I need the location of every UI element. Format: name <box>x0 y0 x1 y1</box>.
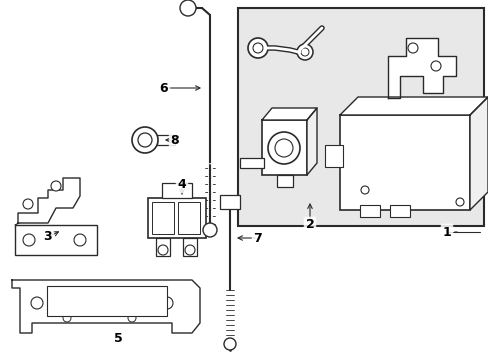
Circle shape <box>247 38 267 58</box>
Circle shape <box>296 44 312 60</box>
Bar <box>183 238 197 256</box>
Bar <box>15 225 97 255</box>
Polygon shape <box>339 97 487 115</box>
Circle shape <box>224 338 236 350</box>
Bar <box>148 198 205 238</box>
Polygon shape <box>262 108 316 120</box>
Circle shape <box>128 314 136 322</box>
Circle shape <box>360 186 368 194</box>
Bar <box>339 115 469 210</box>
Bar <box>276 175 292 187</box>
Circle shape <box>74 234 86 246</box>
Circle shape <box>455 198 463 206</box>
Circle shape <box>274 139 292 157</box>
Circle shape <box>407 43 417 53</box>
Text: 6: 6 <box>160 81 168 94</box>
Text: 7: 7 <box>253 231 262 244</box>
Bar <box>178 202 200 234</box>
Text: 3: 3 <box>43 230 52 243</box>
Text: 8: 8 <box>170 134 179 147</box>
Circle shape <box>184 245 195 255</box>
Circle shape <box>95 301 109 315</box>
Text: 2: 2 <box>305 219 314 231</box>
Circle shape <box>203 223 217 237</box>
Circle shape <box>23 234 35 246</box>
Bar <box>325 145 342 167</box>
Circle shape <box>252 43 263 53</box>
Circle shape <box>132 127 158 153</box>
Bar <box>47 286 167 316</box>
Circle shape <box>63 314 71 322</box>
Polygon shape <box>12 280 200 333</box>
Circle shape <box>161 297 173 309</box>
Bar <box>240 158 264 168</box>
Text: 1: 1 <box>442 225 450 238</box>
Bar <box>262 120 306 175</box>
Circle shape <box>138 133 152 147</box>
Bar <box>389 205 409 217</box>
Bar <box>152 202 174 234</box>
Circle shape <box>31 297 43 309</box>
Circle shape <box>267 132 299 164</box>
Bar <box>220 195 240 209</box>
Circle shape <box>180 0 196 16</box>
Polygon shape <box>306 108 316 175</box>
Text: 5: 5 <box>113 332 122 345</box>
Polygon shape <box>18 178 80 223</box>
Circle shape <box>301 48 308 56</box>
Circle shape <box>51 181 61 191</box>
Circle shape <box>158 245 168 255</box>
Bar <box>157 135 175 145</box>
Bar <box>359 205 379 217</box>
Bar <box>238 8 483 226</box>
Circle shape <box>23 199 33 209</box>
Circle shape <box>430 61 440 71</box>
Bar <box>156 238 170 256</box>
Polygon shape <box>387 38 455 98</box>
Polygon shape <box>469 97 487 210</box>
Bar <box>162 183 192 198</box>
Text: 4: 4 <box>177 179 186 192</box>
